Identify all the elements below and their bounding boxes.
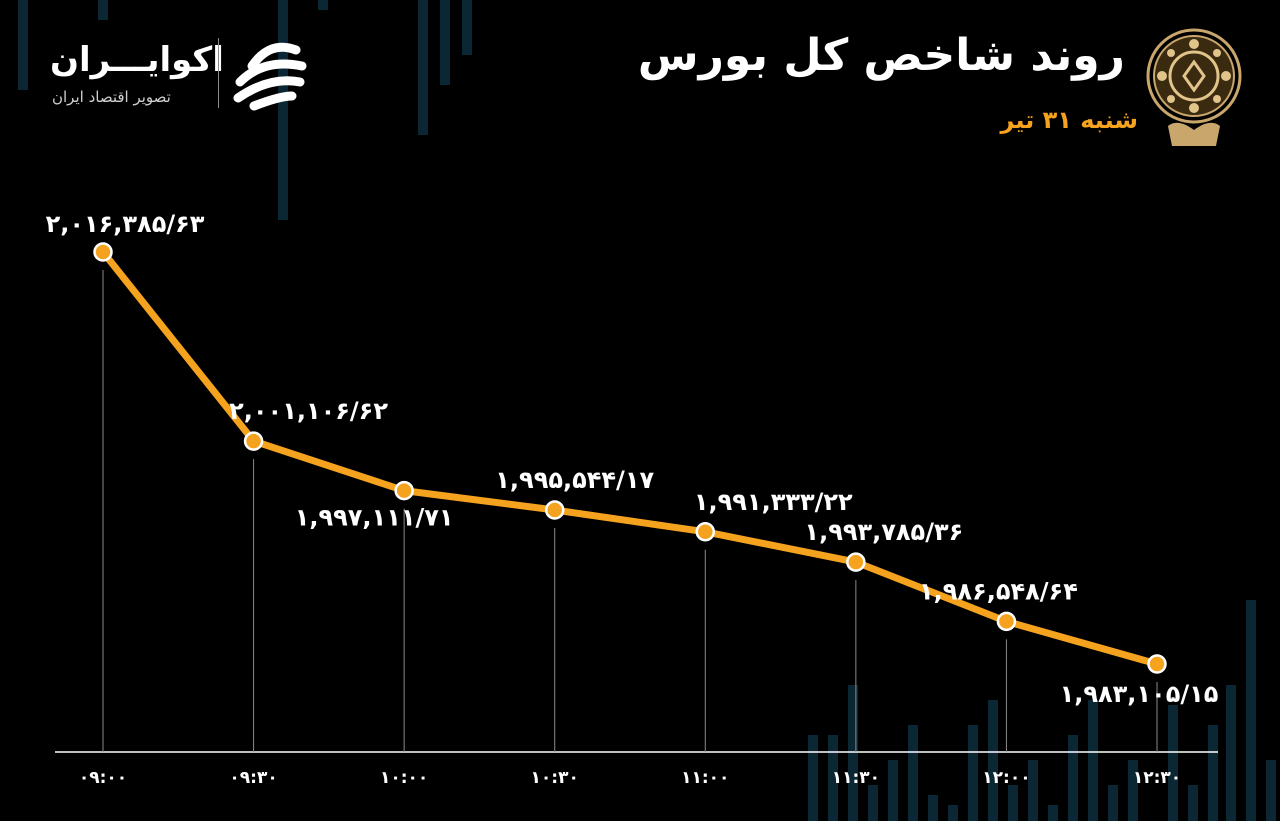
- brand-name: اکوایـــران: [50, 40, 224, 80]
- data-label: ۱,۹۹۱,۳۳۳/۲۲: [694, 488, 853, 516]
- brand-tagline: تصویر اقتصاد ایران: [52, 88, 171, 106]
- data-label: ۱,۹۸۳,۱۰۵/۱۵: [1060, 680, 1219, 708]
- data-labels: ۲,۰۱۶,۳۸۵/۶۳ ۲,۰۰۱,۱۰۶/۶۲ ۱,۹۹۷,۱۱۱/۷۱ ۱,۹۹…: [46, 210, 1219, 708]
- data-label: ۲,۰۰۱,۱۰۶/۶۲: [229, 397, 388, 425]
- x-tick-label: ۱۰:۳۰: [531, 768, 579, 788]
- data-point: [544, 500, 565, 520]
- data-points: [93, 242, 1167, 674]
- data-point: [394, 480, 414, 501]
- data-point: [243, 431, 264, 451]
- x-tick-label: ۱۰:۰۰: [380, 768, 428, 788]
- chart-title: روند شاخص کل بورس: [637, 30, 1125, 81]
- x-tick-labels: ۰۹:۰۰ ۰۹:۳۰ ۱۰:۰۰ ۱۰:۳۰ ۱۱:۰۰ ۱۱:۳۰ ۱۲:۰۰ ۱۲:۳۰: [79, 768, 1181, 788]
- x-tick-label: ۱۲:۰۰: [982, 768, 1030, 788]
- stock-exchange-emblem-icon: [1146, 28, 1242, 146]
- ecoiran-logo-icon: [233, 42, 307, 111]
- background-bars: [18, 0, 1276, 821]
- data-point: [93, 242, 113, 262]
- drop-lines: [102, 270, 1158, 752]
- data-label: ۱,۹۹۷,۱۱۱/۷۱: [295, 504, 454, 532]
- x-tick-label: ۱۱:۰۰: [681, 768, 729, 788]
- x-tick-label: ۱۲:۳۰: [1133, 768, 1181, 788]
- x-tick-label: ۰۹:۳۰: [229, 768, 277, 788]
- data-label: ۱,۹۹۵,۵۴۴/۱۷: [495, 466, 654, 494]
- chart-subtitle: شنبه ۳۱ تیر: [1000, 106, 1139, 134]
- data-label: ۱,۹۹۳,۷۸۵/۳۶: [804, 518, 963, 546]
- data-point: [996, 611, 1017, 632]
- brand-divider: [218, 38, 219, 108]
- data-point: [695, 522, 716, 542]
- data-point: [846, 552, 866, 572]
- x-tick-label: ۰۹:۰۰: [79, 768, 127, 788]
- data-label: ۱,۹۸۶,۵۴۸/۶۴: [919, 577, 1078, 605]
- data-label: ۲,۰۱۶,۳۸۵/۶۳: [46, 210, 205, 238]
- x-tick-label: ۱۱:۳۰: [832, 768, 880, 788]
- data-point: [1147, 654, 1167, 674]
- series-line: [99, 248, 1161, 668]
